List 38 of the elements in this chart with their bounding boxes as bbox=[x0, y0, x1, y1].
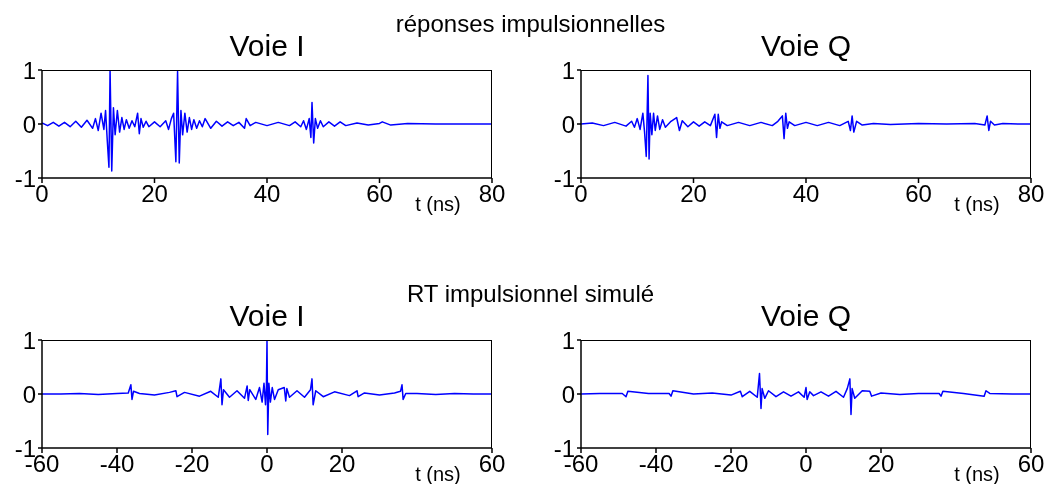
x-tick-label: 20 bbox=[141, 180, 168, 208]
y-tick-label: -1 bbox=[553, 164, 575, 192]
x-tick-label: 60 bbox=[905, 180, 932, 208]
x-tick-label: 20 bbox=[680, 180, 707, 208]
y-tick-label: 0 bbox=[561, 110, 575, 138]
y-tick-label: 1 bbox=[561, 56, 575, 84]
x-tick-label: 80 bbox=[478, 180, 506, 208]
chart-subtitle: RT impulsionnel simulé bbox=[406, 280, 655, 307]
y-tick-label: 0 bbox=[561, 380, 575, 408]
x-tick-label: 60 bbox=[1017, 450, 1045, 478]
x-tick-label: 20 bbox=[867, 450, 895, 478]
x-tick-label: 60 bbox=[478, 450, 506, 478]
x-axis-title: t (ns) bbox=[415, 193, 461, 215]
x-tick-label: 20 bbox=[328, 450, 356, 478]
x-tick-label: -40 bbox=[638, 450, 674, 478]
x-tick-label: -20 bbox=[174, 450, 210, 478]
y-tick-label: 1 bbox=[22, 56, 36, 84]
y-tick-label: 0 bbox=[22, 110, 36, 138]
chart-title: Voie Q bbox=[760, 299, 852, 332]
y-tick-label: 0 bbox=[22, 380, 36, 408]
x-tick-label: -40 bbox=[99, 450, 135, 478]
y-tick-label: 1 bbox=[561, 326, 575, 354]
x-tick-label: 0 bbox=[260, 450, 274, 478]
x-tick-label: 40 bbox=[253, 180, 281, 208]
y-tick-label: 1 bbox=[22, 326, 36, 354]
chart-title: Voie I bbox=[229, 299, 305, 332]
chart-title: Voie I bbox=[229, 29, 305, 62]
chart-subtitle: réponses impulsionnelles bbox=[395, 10, 666, 37]
x-tick-label: 0 bbox=[799, 450, 813, 478]
line-series bbox=[581, 372, 1031, 416]
line-series bbox=[581, 74, 1031, 160]
x-tick-label: -20 bbox=[713, 450, 749, 478]
x-tick-label: 60 bbox=[366, 180, 393, 208]
y-tick-label: -1 bbox=[14, 164, 36, 192]
x-tick-label: 80 bbox=[1017, 180, 1045, 208]
chart-title: Voie Q bbox=[760, 29, 852, 62]
x-tick-label: 40 bbox=[792, 180, 820, 208]
x-axis-title: t (ns) bbox=[954, 193, 1000, 215]
